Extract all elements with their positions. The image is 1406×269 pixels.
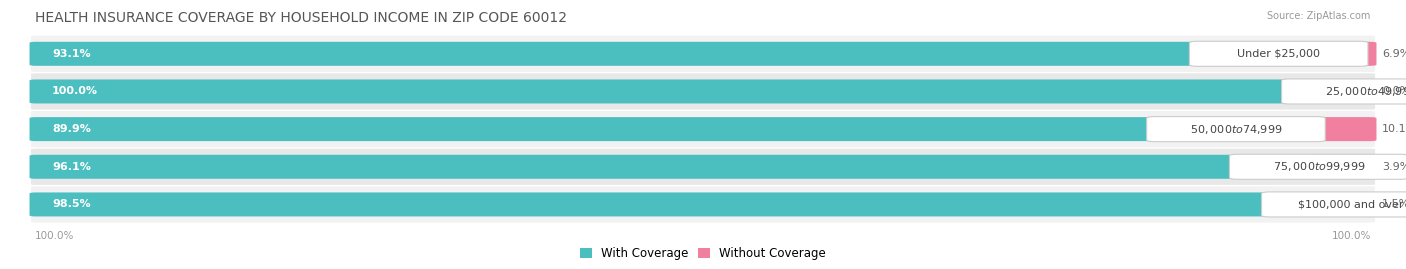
FancyBboxPatch shape <box>30 79 1376 104</box>
FancyBboxPatch shape <box>31 73 1375 109</box>
Text: 0.0%: 0.0% <box>1382 86 1406 97</box>
FancyBboxPatch shape <box>30 42 1284 66</box>
FancyBboxPatch shape <box>1313 155 1376 179</box>
FancyBboxPatch shape <box>1230 117 1376 141</box>
FancyBboxPatch shape <box>1229 154 1406 179</box>
Text: 98.5%: 98.5% <box>52 199 90 210</box>
Text: 100.0%: 100.0% <box>1331 231 1371 241</box>
FancyBboxPatch shape <box>31 186 1375 222</box>
Text: 100.0%: 100.0% <box>52 86 98 97</box>
Text: $100,000 and over: $100,000 and over <box>1298 199 1403 210</box>
FancyBboxPatch shape <box>1261 192 1406 217</box>
Legend: With Coverage, Without Coverage: With Coverage, Without Coverage <box>579 247 827 260</box>
FancyBboxPatch shape <box>31 111 1375 147</box>
FancyBboxPatch shape <box>1346 192 1376 217</box>
FancyBboxPatch shape <box>30 155 1324 179</box>
FancyBboxPatch shape <box>1272 42 1376 66</box>
Text: $75,000 to $99,999: $75,000 to $99,999 <box>1272 160 1365 173</box>
Text: Under $25,000: Under $25,000 <box>1237 49 1320 59</box>
FancyBboxPatch shape <box>1147 116 1326 142</box>
Text: Source: ZipAtlas.com: Source: ZipAtlas.com <box>1267 11 1371 21</box>
FancyBboxPatch shape <box>31 36 1375 72</box>
Text: 1.5%: 1.5% <box>1382 199 1406 210</box>
Text: $50,000 to $74,999: $50,000 to $74,999 <box>1189 123 1282 136</box>
Text: $25,000 to $49,999: $25,000 to $49,999 <box>1324 85 1406 98</box>
FancyBboxPatch shape <box>30 117 1241 141</box>
Text: 93.1%: 93.1% <box>52 49 90 59</box>
Text: 96.1%: 96.1% <box>52 162 91 172</box>
Text: 6.9%: 6.9% <box>1382 49 1406 59</box>
FancyBboxPatch shape <box>1189 41 1368 66</box>
FancyBboxPatch shape <box>1282 79 1406 104</box>
FancyBboxPatch shape <box>30 192 1357 217</box>
Text: 100.0%: 100.0% <box>35 231 75 241</box>
Text: 3.9%: 3.9% <box>1382 162 1406 172</box>
Text: HEALTH INSURANCE COVERAGE BY HOUSEHOLD INCOME IN ZIP CODE 60012: HEALTH INSURANCE COVERAGE BY HOUSEHOLD I… <box>35 11 567 25</box>
FancyBboxPatch shape <box>31 149 1375 185</box>
Text: 10.1%: 10.1% <box>1382 124 1406 134</box>
Text: 89.9%: 89.9% <box>52 124 91 134</box>
